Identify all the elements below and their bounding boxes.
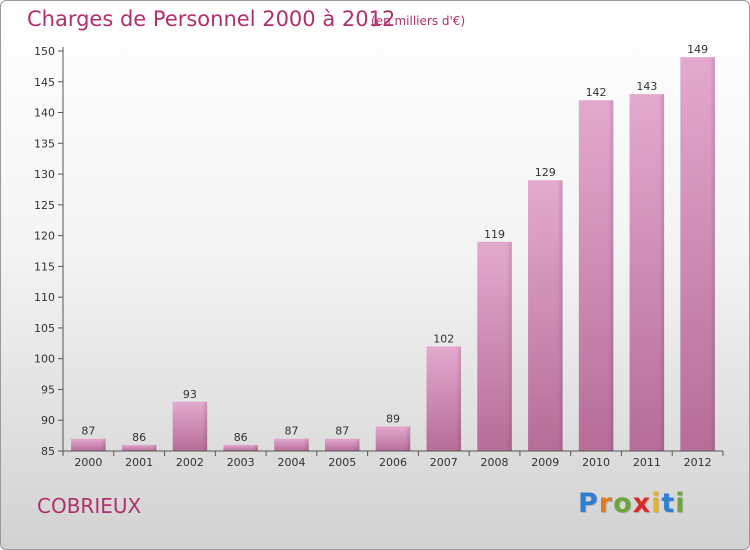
bar-shade <box>71 438 106 451</box>
y-tick-label: 105 <box>34 322 55 335</box>
x-tick-label: 2006 <box>379 456 407 469</box>
bar-shade <box>578 100 614 451</box>
bar-value-label: 86 <box>234 431 248 444</box>
proxiti-logo: Proxiti <box>578 488 686 519</box>
bar-value-label: 86 <box>132 431 146 444</box>
x-tick-label: 2004 <box>277 456 305 469</box>
x-tick-label: 2009 <box>531 456 559 469</box>
bar-value-label: 142 <box>586 86 607 99</box>
bar-shade <box>223 444 258 451</box>
logo-letter: i <box>675 488 686 519</box>
x-tick-label: 2007 <box>430 456 458 469</box>
y-tick-label: 85 <box>41 445 55 458</box>
bar-value-label: 93 <box>183 388 197 401</box>
y-axis: 85 90 95 100 105 110 115 120 125 130 135 140 145 150 <box>34 45 64 458</box>
y-tick-label: 90 <box>41 414 55 427</box>
bar-value-label: 129 <box>535 166 556 179</box>
logo-letter: r <box>598 488 614 519</box>
x-tick-label: 2003 <box>227 456 255 469</box>
x-tick-label: 2005 <box>328 456 356 469</box>
bar-value-label: 87 <box>284 425 298 438</box>
bar-shade <box>274 438 309 451</box>
bar-shade <box>477 241 512 451</box>
x-tick-label: 2012 <box>684 456 712 469</box>
y-tick-label: 120 <box>34 230 55 243</box>
commune-name: COBRIEUX <box>37 494 142 518</box>
y-tick-label: 95 <box>41 383 55 396</box>
bar-shade <box>324 438 360 451</box>
x-tick-label: 2000 <box>74 456 102 469</box>
x-axis: 2000 2001 2002 2003 2004 2005 2006 2007 2008 2009… <box>62 450 724 469</box>
bar-value-label: 119 <box>484 228 505 241</box>
logo-letter: t <box>661 488 676 519</box>
bar-shade <box>629 94 665 452</box>
x-tick-label: 2001 <box>125 456 153 469</box>
bar-value-label: 102 <box>433 332 454 345</box>
y-tick-label: 110 <box>34 291 55 304</box>
y-tick-label: 115 <box>34 260 55 273</box>
y-tick-label: 100 <box>34 353 55 366</box>
x-tick-label: 2008 <box>481 456 509 469</box>
bar-shade <box>121 444 157 451</box>
logo-letter: o <box>613 488 633 519</box>
logo-letter: i <box>651 488 662 519</box>
bar-value-label: 143 <box>636 80 657 93</box>
bar-shade <box>375 426 411 451</box>
x-tick-label: 2010 <box>582 456 610 469</box>
y-tick-label: 145 <box>34 76 55 89</box>
logo-letter: x <box>632 488 652 519</box>
y-tick-label: 130 <box>34 168 55 181</box>
bar-shade <box>172 401 208 451</box>
bars: 87 86 93 86 87 87 89 102 119 129 142 143 149 <box>71 43 715 452</box>
bar-value-label: 87 <box>335 425 349 438</box>
x-tick-label: 2011 <box>633 456 661 469</box>
chart-subtitle: (en milliers d'€) <box>371 14 466 28</box>
bar-shade <box>680 57 715 452</box>
chart-title: Charges de Personnel 2000 à 2012 <box>27 7 396 31</box>
y-tick-label: 135 <box>34 137 55 150</box>
y-tick-label: 150 <box>34 45 55 58</box>
bar-shade <box>528 180 563 451</box>
y-tick-label: 125 <box>34 199 55 212</box>
x-tick-label: 2002 <box>176 456 204 469</box>
bar-value-label: 87 <box>81 425 95 438</box>
y-tick-label: 140 <box>34 107 55 120</box>
bar-value-label: 149 <box>687 43 708 56</box>
logo-letter: P <box>578 488 599 519</box>
bar-value-label: 89 <box>386 412 400 425</box>
bar-shade <box>426 346 462 451</box>
